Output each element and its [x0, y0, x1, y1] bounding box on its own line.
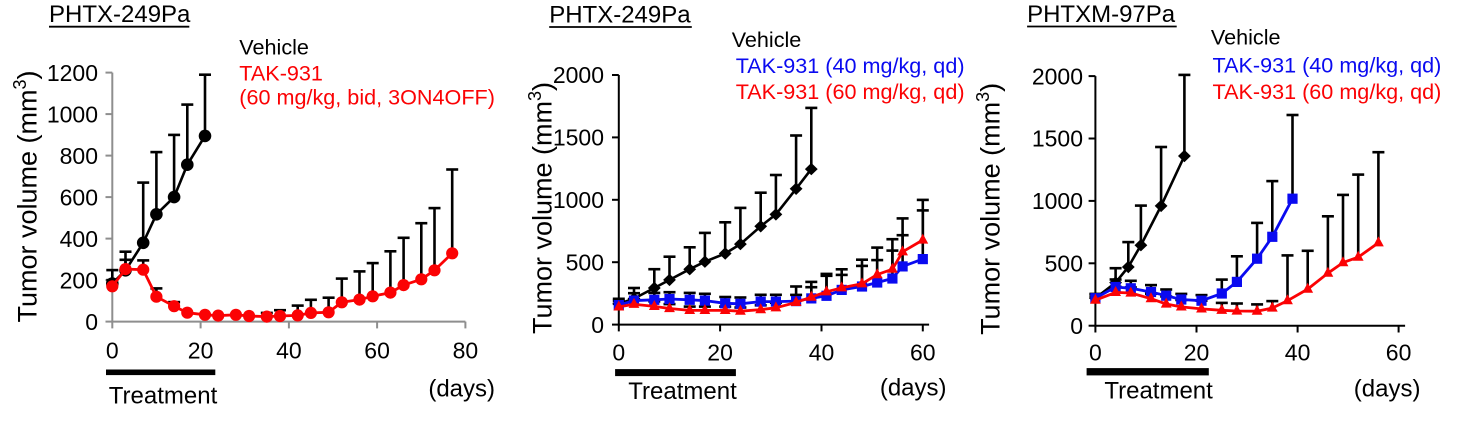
svg-text:Tumor volume (mm3): Tumor volume (mm3) [10, 70, 43, 322]
svg-text:20: 20 [1184, 340, 1210, 366]
svg-text:60: 60 [364, 338, 390, 364]
svg-text:60: 60 [1386, 340, 1412, 366]
svg-text:200: 200 [60, 267, 98, 293]
svg-text:(days): (days) [880, 375, 947, 402]
svg-text:2000: 2000 [1032, 63, 1083, 89]
svg-text:20: 20 [707, 340, 733, 366]
svg-text:500: 500 [566, 249, 604, 275]
svg-text:PHTX-249Pa: PHTX-249Pa [549, 2, 691, 29]
svg-text:(days): (days) [428, 376, 495, 403]
svg-text:TAK-931 (60 mg/kg, qd): TAK-931 (60 mg/kg, qd) [1213, 79, 1442, 104]
svg-text:Vehicle: Vehicle [1211, 24, 1281, 49]
svg-text:1500: 1500 [1032, 126, 1083, 152]
svg-text:0: 0 [612, 340, 625, 366]
svg-text:PHTXM-97Pa: PHTXM-97Pa [1027, 1, 1176, 28]
svg-text:40: 40 [809, 340, 835, 366]
svg-text:0: 0 [1070, 313, 1083, 339]
svg-text:TAK-931: TAK-931 [239, 60, 323, 85]
svg-text:Treatment: Treatment [1104, 377, 1213, 404]
svg-text:TAK-931 (60 mg/kg, qd): TAK-931 (60 mg/kg, qd) [736, 79, 965, 104]
svg-text:1000: 1000 [47, 101, 98, 127]
svg-text:500: 500 [1045, 251, 1083, 277]
svg-text:40: 40 [276, 338, 302, 364]
svg-text:60: 60 [910, 340, 936, 366]
svg-text:(days): (days) [1354, 375, 1421, 402]
svg-text:0: 0 [106, 338, 119, 364]
svg-text:2000: 2000 [553, 62, 604, 88]
svg-text:Treatment: Treatment [628, 378, 737, 405]
svg-text:40: 40 [1285, 340, 1311, 366]
svg-text:Vehicle: Vehicle [239, 34, 309, 59]
svg-text:1000: 1000 [553, 187, 604, 213]
svg-text:Treatment: Treatment [109, 383, 218, 410]
svg-text:1500: 1500 [553, 125, 604, 151]
svg-text:PHTX-249Pa: PHTX-249Pa [49, 1, 191, 28]
svg-text:Tumor volume (mm3): Tumor volume (mm3) [973, 83, 1006, 335]
svg-text:800: 800 [60, 143, 98, 169]
svg-text:Vehicle: Vehicle [732, 27, 802, 52]
svg-text:600: 600 [60, 184, 98, 210]
svg-text:20: 20 [188, 338, 214, 364]
svg-text:Tumor volume (mm3): Tumor volume (mm3) [525, 82, 558, 334]
svg-text:TAK-931 (40 mg/kg, qd): TAK-931 (40 mg/kg, qd) [1213, 52, 1442, 77]
svg-text:1200: 1200 [47, 60, 98, 86]
svg-text:1000: 1000 [1032, 188, 1083, 214]
svg-text:0: 0 [591, 312, 604, 338]
svg-text:(60 mg/kg, bid, 3ON4OFF): (60 mg/kg, bid, 3ON4OFF) [239, 84, 495, 109]
svg-text:80: 80 [453, 338, 479, 364]
svg-text:0: 0 [85, 309, 98, 335]
svg-text:400: 400 [60, 226, 98, 252]
svg-text:TAK-931 (40 mg/kg, qd): TAK-931 (40 mg/kg, qd) [736, 53, 965, 78]
svg-text:0: 0 [1089, 340, 1102, 366]
